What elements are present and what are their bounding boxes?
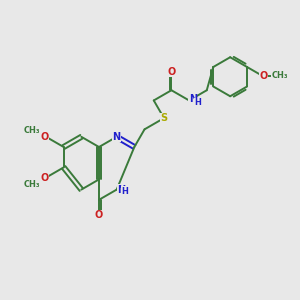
Text: CH₃: CH₃ <box>272 71 288 80</box>
Text: N: N <box>117 184 125 195</box>
Text: H: H <box>122 187 128 196</box>
Text: O: O <box>40 132 49 142</box>
Text: O: O <box>167 67 175 77</box>
Text: S: S <box>160 113 167 123</box>
Text: O: O <box>95 210 103 220</box>
Text: O: O <box>260 71 268 81</box>
Text: N: N <box>112 132 121 142</box>
Text: O: O <box>40 172 49 183</box>
Text: CH₃: CH₃ <box>23 180 40 189</box>
Text: N: N <box>189 94 197 104</box>
Text: H: H <box>195 98 202 107</box>
Text: CH₃: CH₃ <box>23 126 40 135</box>
